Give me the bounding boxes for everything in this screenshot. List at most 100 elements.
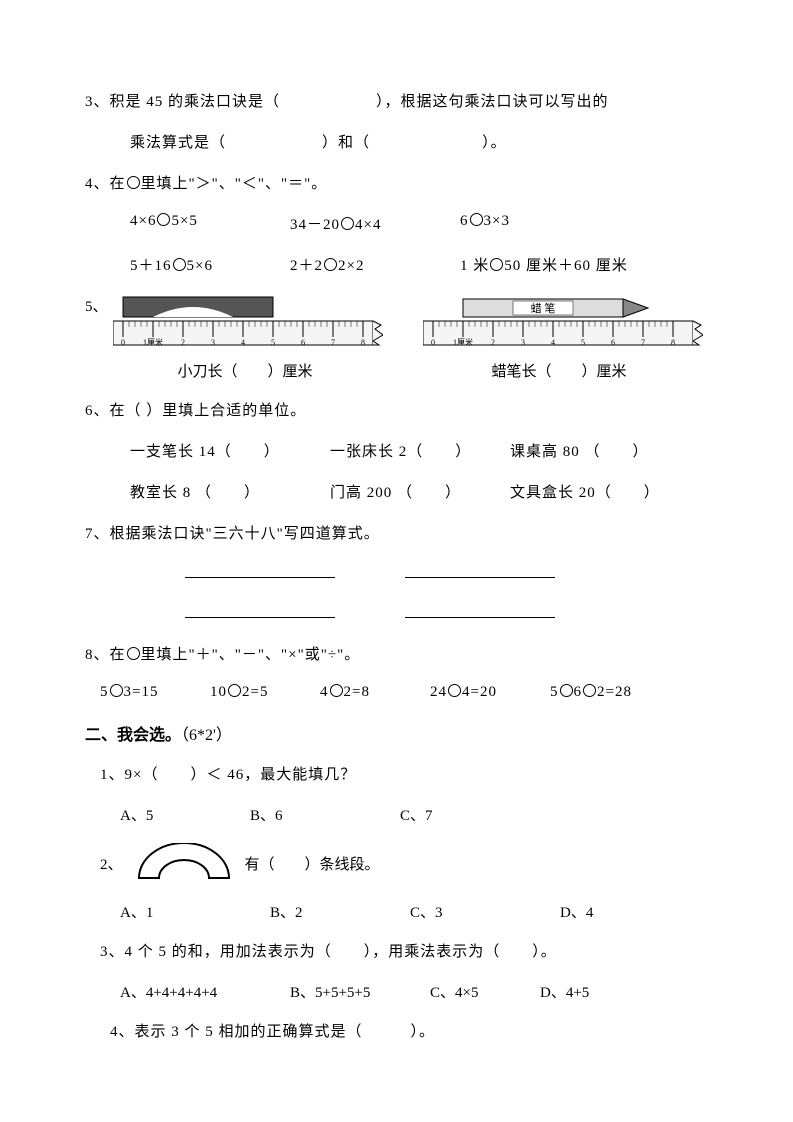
section2-score: （6*2'） [181,727,232,744]
s2q2-opt-d[interactable]: D、4 [560,901,593,922]
s2q3-options: A、4+4+4+4+4 B、5+5+5+5 C、4×5 D、4+5 [85,981,713,1002]
svg-text:7: 7 [641,338,645,347]
q8-items: 53=15 102=5 42=8 244=20 562=28 [85,684,713,701]
ruler-crayon-svg: 蜡 笔 [423,295,703,350]
q6-r2a[interactable]: 教室长 8 （ ） [130,481,330,502]
q4-header-text: 4、在里填上"＞"、"＜"、"＝"。 [85,176,327,192]
s2q3-opt-d[interactable]: D、4+5 [540,981,589,1002]
s2q3-opt-a[interactable]: A、4+4+4+4+4 [120,981,290,1002]
q7-blank1[interactable] [185,563,335,578]
q4-row2: 5＋165×6 2＋22×2 1 米50 厘米＋60 厘米 [85,254,713,275]
svg-text:7: 7 [331,338,335,347]
ruler-knife: 0 1厘米 2 3 4 5 6 7 8 [113,295,383,350]
q5-cap2-blank[interactable] [551,360,581,381]
crayon-label-text: 蜡 笔 [531,301,556,315]
svg-text:1厘米: 1厘米 [143,337,163,347]
q3-line1: 3、积是 45 的乘法口诀是（ ），根据这句乘法口诀可以写出的 [85,90,713,111]
svg-text:8: 8 [361,338,365,347]
svg-text:6: 6 [611,338,615,347]
q6-header: 6、在（ ）里填上合适的单位。 [85,399,713,420]
s2q2-text: 有（ ）条线段。 [245,853,380,874]
q8-a[interactable]: 53=15 [100,684,210,701]
q3-blank2[interactable] [226,131,322,152]
q5-cap1-blank[interactable] [237,360,267,381]
svg-text:5: 5 [271,338,275,347]
svg-text:4: 4 [551,338,555,347]
q3-line2: 乘法算式是（ ）和（ ）。 [85,131,713,152]
q3-line2-a: 乘法算式是（ [130,135,226,151]
q6-r1c[interactable]: 课桌高 80 （ ） [510,440,649,461]
q7-blank4[interactable] [405,603,555,618]
q5-cap2-a: 蜡笔长（ [491,364,551,380]
s2q1-options: A、5 B、6 C、7 [85,804,713,825]
s2q4: 4、表示 3 个 5 相加的正确算式是（ ）。 [85,1020,713,1041]
q8-b[interactable]: 102=5 [210,684,320,701]
section2-title: 二、我会选。（6*2'） [85,721,713,745]
q7-blank3[interactable] [185,603,335,618]
arch-icon [129,843,239,883]
q5-captions: 小刀长（ ）厘米 蜡笔长（ ）厘米 [85,360,713,381]
q6-r2b[interactable]: 门高 200 （ ） [330,481,510,502]
s2q1-opt-a[interactable]: A、5 [120,804,250,825]
ruler-knife-svg: 0 1厘米 2 3 4 5 6 7 8 [113,295,383,350]
q7-blanks-row2 [85,603,713,623]
q4-header: 4、在里填上"＞"、"＜"、"＝"。 [85,172,713,193]
s2q2-opt-a[interactable]: A、1 [120,901,270,922]
s2q3-opt-c[interactable]: C、4×5 [430,981,540,1002]
q5-cap1: 小刀长（ ）厘米 [85,360,405,381]
q5-cap1-b: ）厘米 [268,364,313,380]
q6-r1a[interactable]: 一支笔长 14（ ） [130,440,330,461]
s2q1-opt-c[interactable]: C、7 [400,804,433,825]
q5-group: 5、 [85,295,713,350]
s2q2-prefix: 2、 [100,853,123,874]
q7-blank2[interactable] [405,563,555,578]
q8-d[interactable]: 244=20 [430,684,550,701]
svg-text:0: 0 [121,338,125,347]
q4-r1c[interactable]: 63×3 [460,213,510,234]
svg-text:2: 2 [491,338,495,347]
s2q3-opt-b[interactable]: B、5+5+5+5 [290,981,430,1002]
q8-e[interactable]: 562=28 [550,684,632,701]
q3-line2-c: ）。 [482,135,507,151]
q3-text-mid: ），根据这句乘法口诀可以写出的 [376,94,609,110]
q3-line2-b: ）和（ [322,135,370,151]
s2q3: 3、4 个 5 的和，用加法表示为（ ），用乘法表示为（ ）。 [85,940,713,961]
q4-r2b[interactable]: 2＋22×2 [290,254,460,275]
q4-row1: 4×65×5 34－204×4 63×3 [85,213,713,234]
worksheet-page: 3、积是 45 的乘法口诀是（ ），根据这句乘法口诀可以写出的 乘法算式是（ ）… [0,0,793,1101]
q7-blanks-row1 [85,563,713,583]
s2q2-opt-c[interactable]: C、3 [410,901,560,922]
q8-c[interactable]: 42=8 [320,684,430,701]
q8-header: 8、在里填上"＋"、"－"、"×"或"÷"。 [85,643,713,664]
q3-blank1[interactable] [280,90,376,111]
svg-text:4: 4 [241,338,245,347]
svg-text:0: 0 [431,338,435,347]
ruler-crayon: 蜡 笔 [423,295,703,350]
q3-blank3[interactable] [370,131,482,152]
q4-r2a[interactable]: 5＋165×6 [130,254,290,275]
s2q1-opt-b[interactable]: B、6 [250,804,400,825]
q6-r1b[interactable]: 一张床长 2（ ） [330,440,510,461]
q4-r1a[interactable]: 4×65×5 [130,213,290,234]
q5-label: 5、 [85,295,113,316]
section2-title-text: 二、我会选。 [85,727,181,744]
svg-text:2: 2 [181,338,185,347]
svg-text:6: 6 [301,338,305,347]
svg-text:5: 5 [581,338,585,347]
s2q1: 1、9×（ ）＜ 46，最大能填几？ [85,763,713,784]
q5-cap2: 蜡笔长（ ）厘米 [405,360,713,381]
q3-text-before: 3、积是 45 的乘法口诀是（ [85,94,280,110]
s2q2: 2、 有（ ）条线段。 [85,843,713,883]
q4-r1b[interactable]: 34－204×4 [290,213,460,234]
q4-r2c[interactable]: 1 米50 厘米＋60 厘米 [460,254,628,275]
q6-row1: 一支笔长 14（ ） 一张床长 2（ ） 课桌高 80 （ ） [85,440,713,461]
svg-text:3: 3 [521,338,525,347]
svg-text:8: 8 [671,338,675,347]
q6-r2c[interactable]: 文具盒长 20（ ） [510,481,660,502]
s2q2-opt-b[interactable]: B、2 [270,901,410,922]
svg-text:1厘米: 1厘米 [453,337,473,347]
svg-text:3: 3 [211,338,215,347]
q7-header: 7、根据乘法口诀"三六十八"写四道算式。 [85,522,713,543]
q6-row2: 教室长 8 （ ） 门高 200 （ ） 文具盒长 20（ ） [85,481,713,502]
s2q2-options: A、1 B、2 C、3 D、4 [85,901,713,922]
